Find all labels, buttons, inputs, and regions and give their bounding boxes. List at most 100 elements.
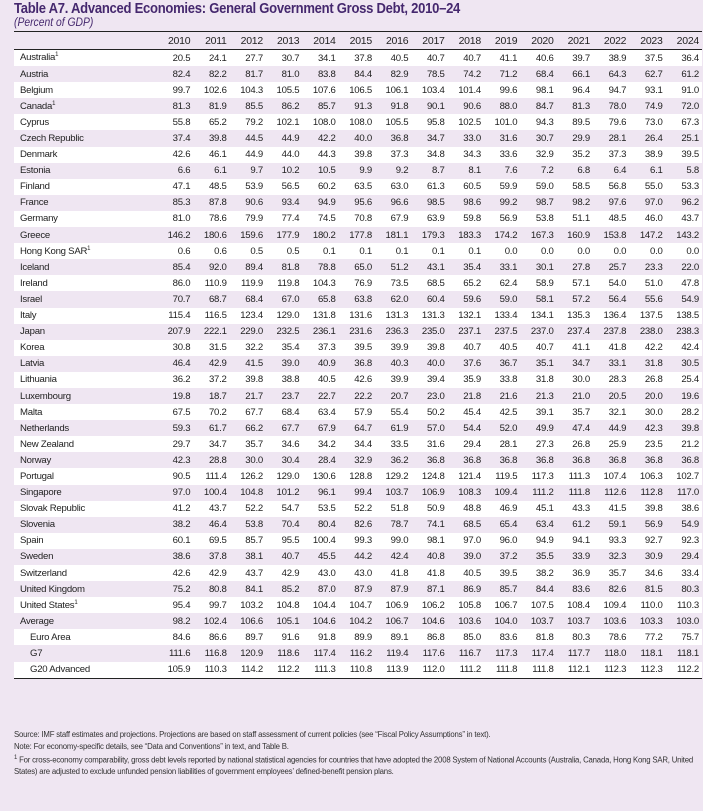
- value-cell: 81.8: [535, 631, 554, 643]
- value-cell: 119.4: [386, 648, 409, 660]
- value-cell: 57.1: [572, 277, 590, 289]
- value-cell: 87.9: [390, 583, 409, 595]
- value-cell: 74.5: [317, 213, 336, 225]
- value-cell: 81.9: [208, 100, 227, 112]
- value-cell: 129.0: [276, 310, 300, 322]
- value-cell: 94.9: [317, 197, 336, 209]
- value-cell: 104.3: [312, 277, 336, 289]
- row-label: Slovak Republic: [14, 501, 157, 517]
- value-cell: 116.8: [204, 648, 227, 660]
- value-cell: 237.0: [530, 326, 554, 338]
- value-cell: 19.6: [681, 390, 699, 402]
- value-cell: 34.6: [281, 438, 300, 450]
- value-cell: 29.7: [172, 438, 191, 450]
- value-cell: 93.1: [644, 84, 663, 96]
- value-cell: 33.0: [463, 133, 481, 145]
- value-cell: 61.2: [681, 68, 699, 80]
- value-cell: 111.8: [568, 487, 591, 499]
- value-cell: 62.4: [499, 277, 518, 289]
- value-cell: 114.2: [240, 664, 263, 676]
- value-cell: 131.6: [349, 310, 372, 322]
- value-cell: 0.1: [395, 245, 409, 257]
- row-label: United Kingdom: [14, 581, 157, 597]
- table-subtitle: (Percent of GDP): [14, 17, 94, 29]
- value-cell: 78.0: [608, 100, 627, 112]
- value-cell: 90.6: [463, 100, 481, 112]
- value-cell: 74.9: [644, 100, 663, 112]
- value-cell: 118.6: [277, 648, 300, 660]
- value-cell: 6.1: [650, 165, 663, 177]
- value-cell: 29.4: [463, 438, 481, 450]
- source-note: Source: IMF staff estimates and projecti…: [14, 730, 491, 739]
- value-cell: 111.3: [314, 664, 336, 676]
- value-cell: 47.1: [172, 181, 191, 193]
- economy-name: Japan: [20, 326, 45, 338]
- value-cell: 177.9: [276, 229, 300, 241]
- table-row: Japan 207.9 222.1 229.0 232.5 236.1 231.6 236.3…: [14, 323, 702, 340]
- value-cell: 111.4: [205, 470, 227, 482]
- value-cell: 21.0: [572, 390, 590, 402]
- value-cell: 32.3: [608, 551, 627, 563]
- row-label: Norway: [14, 452, 157, 468]
- value-cell: 43.0: [317, 567, 336, 579]
- table-row: Average 98.2 102.4 106.6 105.1 104.6 104.2 106.…: [14, 613, 702, 630]
- table-row: Euro Area 84.6 86.6 89.7 91.6 91.8 89.9 89.1 86.…: [14, 629, 702, 646]
- value-cell: 36.8: [681, 454, 699, 466]
- year-header: 2010: [167, 34, 191, 47]
- value-cell: 103.6: [458, 615, 481, 627]
- value-cell: 96.0: [499, 535, 518, 547]
- value-cell: 123.4: [240, 310, 263, 322]
- value-cell: 27.3: [535, 438, 554, 450]
- value-cell: 111.2: [459, 664, 482, 676]
- value-cell: 58.9: [535, 277, 554, 289]
- value-cell: 96.1: [317, 487, 336, 499]
- value-cell: 75.7: [681, 631, 699, 643]
- table-row: Norway 42.3 28.8 30.0 30.4 28.4 32.9 36.2 36.8 36…: [14, 452, 702, 469]
- value-cell: 116.5: [204, 310, 227, 322]
- value-cell: 19.8: [172, 390, 191, 402]
- value-cell: 74.2: [463, 68, 481, 80]
- value-cell: 86.8: [426, 631, 445, 643]
- value-cell: 98.2: [172, 615, 191, 627]
- value-cell: 41.1: [572, 342, 590, 354]
- value-cell: 63.4: [535, 519, 554, 531]
- value-cell: 40.6: [535, 52, 554, 64]
- value-cell: 59.8: [463, 213, 481, 225]
- value-cell: 36.8: [426, 454, 445, 466]
- value-cell: 82.6: [608, 583, 627, 595]
- year-header: 2017: [422, 34, 445, 47]
- value-cell: 99.7: [172, 84, 191, 96]
- value-cell: 23.5: [644, 438, 663, 450]
- value-cell: 40.0: [354, 133, 372, 145]
- value-cell: 48.8: [463, 503, 481, 515]
- value-cell: 132.1: [458, 310, 481, 322]
- value-cell: 40.7: [463, 52, 481, 64]
- year-header: 2023: [640, 34, 663, 47]
- value-cell: 110.8: [349, 664, 372, 676]
- value-cell: 97.0: [644, 197, 663, 209]
- value-cell: 38.1: [245, 551, 263, 563]
- value-cell: 68.5: [463, 519, 481, 531]
- value-cell: 70.2: [208, 406, 227, 418]
- value-cell: 104.3: [240, 84, 263, 96]
- value-cell: 65.2: [208, 116, 227, 128]
- value-cell: 36.8: [499, 454, 518, 466]
- value-cell: 59.1: [608, 519, 627, 531]
- value-cell: 103.0: [676, 615, 699, 627]
- value-cell: 112.2: [676, 664, 699, 676]
- economy-name: Hong Kong SAR: [20, 245, 88, 257]
- value-cell: 110.9: [204, 277, 227, 289]
- value-cell: 117.0: [676, 487, 699, 499]
- value-cell: 68.5: [426, 277, 445, 289]
- value-cell: 67.7: [281, 422, 300, 434]
- table-row: Singapore 97.0 100.4 104.8 101.2 96.1 99.4 103.…: [14, 484, 702, 501]
- year-header: 2016: [385, 34, 409, 47]
- value-cell: 237.5: [494, 326, 518, 338]
- value-cell: 67.0: [281, 293, 300, 305]
- value-cell: 59.0: [499, 293, 518, 305]
- value-cell: 112.2: [277, 664, 300, 676]
- value-cell: 26.8: [572, 438, 590, 450]
- value-cell: 29.4: [681, 551, 699, 563]
- value-cell: 0.0: [686, 245, 699, 257]
- value-cell: 108.0: [312, 116, 336, 128]
